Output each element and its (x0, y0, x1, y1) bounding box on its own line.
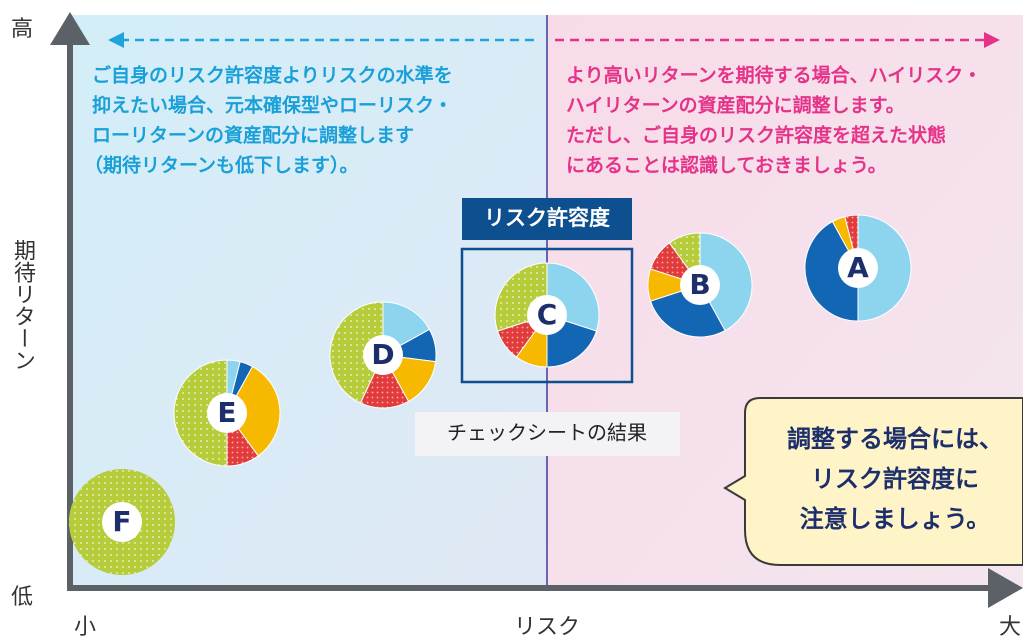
segment (359, 353, 410, 409)
portfolio-label: C (537, 298, 558, 331)
y-arrow (50, 12, 90, 45)
checksheet-tag (415, 412, 680, 456)
hole (363, 335, 403, 375)
segment (857, 214, 912, 322)
note-line: にあることは認識しておきましょう。 (566, 154, 887, 177)
x-low: 小 (74, 615, 96, 640)
right-arrowhead (984, 32, 1000, 48)
portfolios: A B C D E F (69, 214, 912, 575)
note-line: より高いリターンを期待する場合、ハイリスク・ (566, 64, 982, 87)
x-high: 大 (999, 615, 1021, 640)
portfolio-label: B (689, 268, 710, 301)
y-label: 期待リターン (10, 239, 36, 371)
note-line: （期待リターンも低下します）。 (84, 154, 359, 177)
portfolio-label: E (217, 396, 236, 429)
portfolio-label: D (371, 338, 394, 371)
note-line: ハイリターンの資産配分に調整します。 (566, 94, 905, 117)
y-high: 高 (11, 17, 33, 42)
tolerance-label: リスク許容度 (484, 206, 610, 230)
hole (838, 248, 878, 288)
bubble-line: リスク許容度に (811, 465, 979, 493)
speech-bubble (723, 397, 1023, 566)
tolerance-tag (462, 198, 632, 240)
segment (329, 301, 384, 404)
note-line: ただし、ご自身のリスク許容度を超えた状態 (566, 124, 946, 147)
segment (804, 220, 859, 322)
x-arrow (988, 568, 1023, 608)
bubble-line: 注意しましょう。 (800, 505, 991, 533)
checksheet-label: チェックシートの結果 (447, 421, 647, 445)
hole (207, 393, 247, 433)
bubble-text: 調整する場合には、 リスク許容度に 注意しましょう。 (787, 425, 1003, 533)
tolerance-box (460, 247, 634, 384)
right-note: より高いリターンを期待する場合、ハイリスク・ ハイリターンの資産配分に調整します… (566, 64, 982, 177)
hole (680, 265, 720, 305)
hole (102, 502, 142, 542)
segment (226, 365, 281, 457)
bubble-line: 調整する場合には、 (787, 425, 1003, 453)
segment (173, 359, 228, 467)
y-low: 低 (11, 585, 33, 610)
note-line: 抑えたい場合、元本確保型やローリスク・ (92, 94, 453, 117)
portfolio-label: A (847, 251, 869, 284)
hole (527, 295, 567, 335)
left-arrowhead (108, 32, 124, 48)
x-label: リスク (514, 615, 580, 640)
segment (699, 232, 753, 332)
note-line: ローリターンの資産配分に調整します (92, 124, 414, 147)
note-line: ご自身のリスク許容度よりリスクの水準を (92, 64, 453, 87)
left-note: ご自身のリスク許容度よりリスクの水準を 抑えたい場合、元本確保型やローリスク・ … (84, 64, 453, 177)
portfolio-label: F (112, 505, 131, 538)
